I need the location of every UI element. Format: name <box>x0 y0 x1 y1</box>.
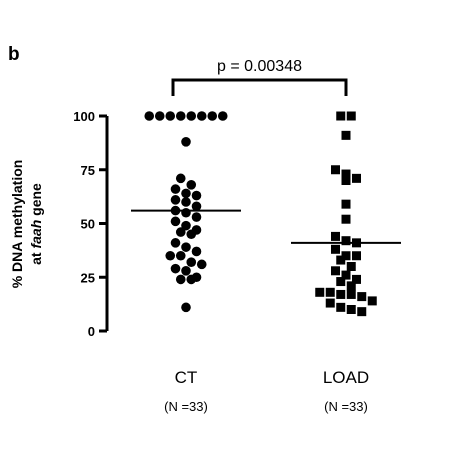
p-value-label: p = 0.00348 <box>217 58 302 75</box>
mean-lines <box>131 209 401 244</box>
load-point <box>367 296 377 306</box>
y-axis-label-line2: at faah gene <box>28 183 44 265</box>
ct-point <box>181 302 191 313</box>
load-point <box>315 287 325 297</box>
significance-bracket: p = 0.00348 <box>171 58 348 96</box>
load-point <box>341 130 351 140</box>
ct-point <box>181 137 191 147</box>
y-tick-label: 75 <box>81 163 95 178</box>
ct-point <box>191 190 202 201</box>
y-axis-label-line1: % DNA methylation <box>9 160 25 289</box>
load-point <box>352 173 361 183</box>
category-label: CT <box>175 368 198 387</box>
ct-point <box>175 250 186 261</box>
y-axis-label-gene: faah <box>28 220 44 249</box>
ct-point <box>186 180 197 190</box>
ct-point <box>170 263 181 274</box>
load-point <box>325 287 335 297</box>
load-point <box>341 251 351 261</box>
ct-point <box>175 111 186 121</box>
ct-point <box>181 220 191 231</box>
ct-point <box>175 227 186 237</box>
ct-point <box>144 111 155 121</box>
sample-size-label: (N =33) <box>324 399 368 414</box>
sample-size-label: (N =33) <box>164 399 208 414</box>
y-tick-label: 50 <box>81 217 95 232</box>
load-point <box>331 231 340 241</box>
load-point <box>357 307 367 317</box>
ct-point <box>217 111 228 121</box>
load-point <box>352 251 361 261</box>
load-point <box>336 255 346 265</box>
ct-point <box>170 184 181 194</box>
ct-point <box>175 173 186 184</box>
ct-point <box>191 246 202 257</box>
ct-point <box>181 266 191 276</box>
y-tick-label: 25 <box>81 270 95 285</box>
ct-point <box>207 111 218 121</box>
ct-point <box>186 274 197 285</box>
ct-point <box>181 242 191 252</box>
ct-point <box>170 238 181 248</box>
load-point <box>341 214 351 224</box>
load-point <box>336 289 346 299</box>
load-point <box>341 169 351 179</box>
load-point <box>336 111 346 121</box>
load-point <box>331 244 340 254</box>
load-point <box>346 289 356 299</box>
y-axis-label-suffix: gene <box>28 183 44 220</box>
load-point <box>325 298 335 308</box>
load-point <box>341 176 351 185</box>
load-point <box>336 277 346 287</box>
load-point <box>357 292 367 302</box>
ct-point <box>170 216 181 227</box>
category-labels: CT (N =33) LOAD (N =33) <box>164 368 369 414</box>
y-axis-label: % DNA methylation at faah gene <box>9 160 44 289</box>
ct-point <box>196 259 207 270</box>
ct-point <box>196 111 207 121</box>
ct-point <box>181 207 191 218</box>
category-label: LOAD <box>323 368 369 387</box>
ct-point <box>186 229 197 240</box>
ct-point <box>154 111 165 121</box>
load-point <box>331 266 340 276</box>
data-points <box>144 111 377 317</box>
load-point <box>346 305 356 314</box>
load-point <box>346 262 356 271</box>
ct-point <box>165 111 176 121</box>
load-point <box>346 111 356 121</box>
load-point <box>341 199 351 209</box>
ct-point <box>191 201 202 212</box>
y-tick-label: 0 <box>88 324 95 339</box>
ct-point <box>181 197 191 207</box>
load-point <box>352 274 361 284</box>
y-axis: 0 25 50 75 100 <box>73 109 109 339</box>
load-point <box>341 270 351 280</box>
panel-label: b <box>8 44 20 65</box>
ct-point <box>191 212 202 222</box>
bracket-line <box>171 78 348 96</box>
ct-point <box>175 274 186 285</box>
y-tick-label: 100 <box>73 109 95 124</box>
load-point <box>341 236 351 246</box>
load-point <box>331 165 340 175</box>
ct-point <box>186 111 197 121</box>
ct-point <box>186 257 197 268</box>
y-axis-label-prefix: at <box>28 249 44 265</box>
ct-point <box>181 188 191 199</box>
ct-point <box>165 250 176 261</box>
load-point <box>336 302 346 312</box>
load-point <box>346 281 356 291</box>
ct-point <box>170 195 181 205</box>
